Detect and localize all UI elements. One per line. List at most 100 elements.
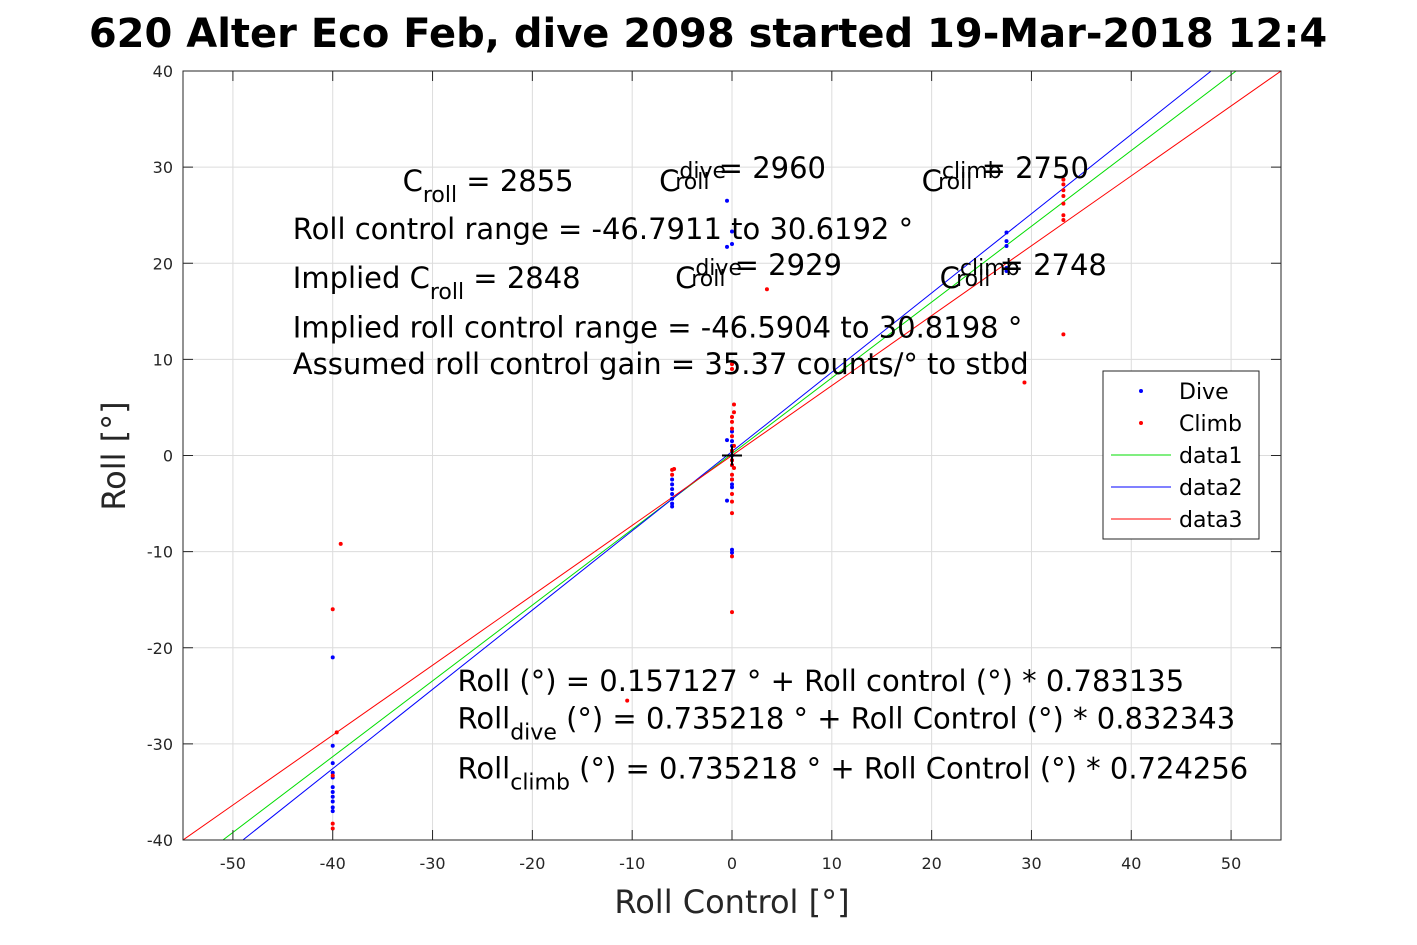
c-roll-annotation: Croll = 2855 (403, 164, 574, 208)
x-tick-label: 0 (727, 854, 737, 873)
roll-climb-fit-annotation-part: (°) = 0.735218 ° + Roll Control (°) * 0.… (570, 751, 1248, 785)
x-tick-label: 20 (921, 854, 941, 873)
dive-point (1004, 243, 1009, 248)
dive-point (330, 809, 335, 814)
assumed-gain-annotation-part: Assumed roll control gain = 35.37 counts… (293, 347, 1029, 381)
x-tick-label: -50 (220, 854, 246, 873)
dive-point (330, 743, 335, 748)
assumed-gain-annotation: Assumed roll control gain = 35.37 counts… (293, 347, 1029, 381)
climb-point (730, 554, 734, 559)
origin-plus-marker (722, 445, 742, 466)
implied-roll-control-range-annotation-part: Implied roll control range = -46.5904 to… (293, 310, 1023, 344)
legend-label-data3: data3 (1179, 508, 1243, 533)
c-roll-annotation-part: roll (423, 183, 457, 208)
implied-c-roll-dive-annotation: Cdiveroll = 2929 (675, 248, 842, 295)
climb-point (1061, 188, 1066, 193)
y-tick-label: -20 (147, 639, 173, 658)
x-tick-label: 40 (1121, 854, 1141, 873)
climb-point (730, 472, 734, 477)
dive-point (670, 482, 675, 487)
y-tick-label: -30 (147, 735, 173, 754)
legend-item-data3: data3 (1111, 508, 1243, 533)
c-roll-annotation-part: C (403, 164, 423, 198)
implied-c-roll-dive-annotation-part: roll (691, 267, 725, 292)
dive-point (330, 799, 335, 804)
legend-item-data2: data2 (1111, 476, 1243, 501)
x-tick-label: -20 (519, 854, 545, 873)
y-tick-label: 40 (153, 62, 173, 81)
roll-dive-fit-annotation-part: Roll (458, 701, 511, 735)
climb-point (330, 821, 335, 826)
implied-c-roll-climb-annotation: Cclimbroll = 2748 (940, 248, 1107, 295)
roll-fit-annotation: Roll (°) = 0.157127 ° + Roll control (°)… (458, 664, 1185, 698)
series-layer (183, 71, 1281, 840)
legend: Dive Climb data1 data2 data3 (1102, 370, 1260, 540)
climb-point (730, 499, 734, 504)
dive-point (1004, 268, 1009, 273)
dive-point (330, 761, 335, 766)
legend-label-climb: Climb (1179, 412, 1242, 437)
implied-roll-control-range-annotation: Implied roll control range = -46.5904 to… (293, 310, 1023, 344)
dive-point (730, 429, 734, 434)
dive-point (670, 477, 675, 482)
dive-point (670, 504, 675, 509)
annotations: Croll = 2855 Cdiveroll = 2960 Cclimbroll =… (293, 151, 1248, 795)
legend-item-dive: Dive (1139, 380, 1229, 405)
climb-point (730, 362, 734, 367)
y-tick-label: 30 (153, 158, 173, 177)
climb-point (1061, 193, 1066, 198)
roll-climb-fit-annotation: Rollclimb (°) = 0.735218 ° + Roll Contro… (458, 751, 1249, 795)
climb-point (730, 610, 734, 615)
climb-point (730, 426, 734, 431)
climb-point (730, 366, 734, 371)
climb-point (764, 287, 769, 292)
roll-climb-fit-annotation-part: Roll (458, 751, 511, 785)
climb-point (334, 730, 339, 735)
chart-title: 620 Alter Eco Feb, dive 2098 started 19-… (89, 11, 1327, 57)
climb-point (731, 402, 736, 407)
dive-point (1004, 230, 1009, 235)
dive-point (1004, 239, 1009, 244)
roll-control-range-annotation-part: Roll control range = -46.7911 to 30.6192… (293, 212, 913, 246)
dive-point (1004, 266, 1009, 271)
dive-point (730, 547, 734, 552)
y-tick-label: 10 (153, 350, 173, 369)
roll-fit-annotation-part: Roll (°) = 0.157127 ° + Roll control (°)… (458, 664, 1185, 698)
dive-point (330, 785, 335, 790)
c-roll-climb-annotation: Cclimbroll = 2750 (922, 151, 1089, 198)
x-tick-label: -30 (419, 854, 445, 873)
implied-c-roll-annotation-part: Implied C (293, 261, 430, 295)
c-roll-dive-annotation-part: C (659, 164, 679, 198)
roll-climb-fit-annotation-part: climb (510, 770, 570, 795)
implied-c-roll-dive-annotation-part: = 2929 (725, 248, 842, 282)
c-roll-climb-annotation-part: C (922, 164, 942, 198)
dive-point (725, 244, 730, 249)
legend-marker-climb (1139, 421, 1143, 425)
roll-dive-fit-annotation-part: dive (510, 720, 557, 745)
implied-c-roll-climb-annotation-part: = 2748 (990, 248, 1107, 282)
c-roll-climb-annotation-part: roll (938, 170, 972, 195)
climb-point (1061, 332, 1066, 337)
x-tick-label: 30 (1021, 854, 1041, 873)
dive-point (725, 438, 730, 443)
climb-point (1061, 201, 1066, 206)
y-axis-label: Roll [°] (95, 401, 133, 510)
implied-c-roll-climb-annotation-part: roll (956, 267, 990, 292)
y-tick-label: -10 (147, 543, 173, 562)
climb-point (670, 472, 675, 477)
climb-point (1022, 380, 1027, 385)
roll-dive-fit-annotation-part: (°) = 0.735218 ° + Roll Control (°) * 0.… (557, 701, 1235, 735)
climb-point (730, 434, 734, 439)
climb-point (730, 477, 734, 482)
implied-c-roll-dive-annotation-part: C (675, 261, 695, 295)
dive-point (330, 794, 335, 799)
y-tick-label: 0 (163, 447, 173, 466)
climb-point (730, 511, 734, 516)
climb-point (730, 415, 734, 420)
dive-point (730, 485, 734, 490)
dive-point (670, 496, 675, 501)
dive-point (670, 501, 675, 506)
implied-c-roll-annotation-part: = 2848 (464, 261, 581, 295)
dive-point (670, 487, 675, 492)
c-roll-climb-annotation-part: = 2750 (972, 151, 1089, 185)
